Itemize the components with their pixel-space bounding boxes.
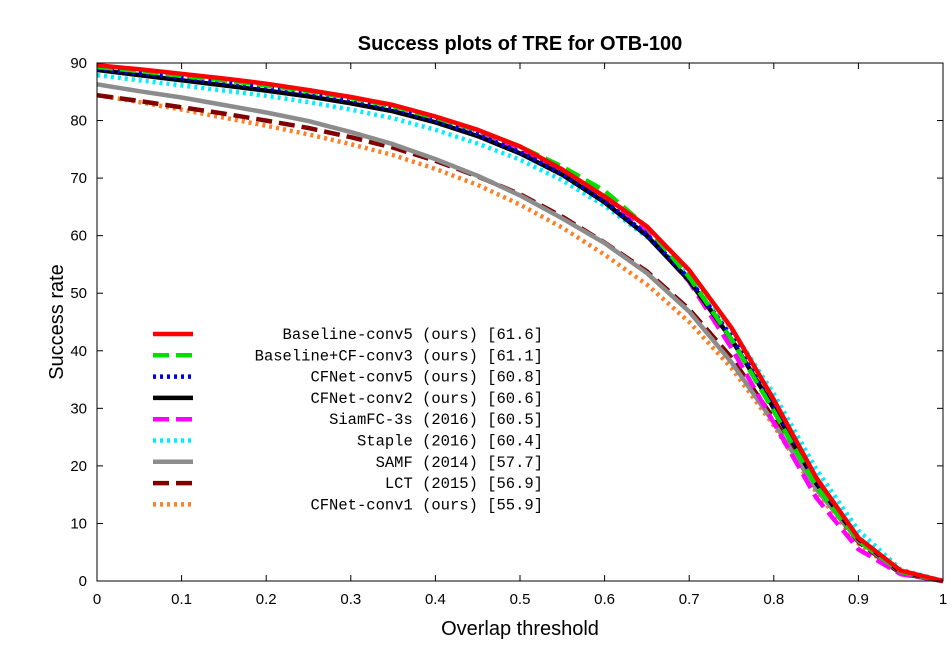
chart-title: Success plots of TRE for OTB-100 <box>358 33 683 55</box>
y-tick-label: 90 <box>70 55 87 72</box>
y-tick-label: 70 <box>70 170 87 187</box>
y-tick-label: 30 <box>70 400 87 417</box>
y-tick-label: 40 <box>70 343 87 360</box>
y-tick-label: 80 <box>70 113 87 130</box>
x-tick-label: 0.5 <box>510 591 531 608</box>
x-tick-label: 0.7 <box>679 591 700 608</box>
legend-label: Staple (2016) [60.4] <box>357 433 543 451</box>
x-tick-label: 0.3 <box>340 591 361 608</box>
legend-label: SAMF (2014) [57.7] <box>376 454 543 472</box>
plot-lines <box>96 63 944 584</box>
y-tick-label: 10 <box>70 515 87 532</box>
x-tick-label: 0.9 <box>848 591 869 608</box>
series-line-5 <box>96 72 944 584</box>
x-tick-label: 0.4 <box>425 591 446 608</box>
x-tick-label: 0 <box>93 591 101 608</box>
y-axis-label: Success rate <box>46 264 68 380</box>
legend-label: CFNet-conv1 (ours) [55.9] <box>310 496 543 514</box>
y-tick-label: 50 <box>70 285 87 302</box>
axis-ticks: 0 0.1 0.2 0.3 0.4 0.5 0.6 0.7 0.8 0.9 101020304050… <box>70 55 947 608</box>
legend-label: SiamFC-3s (2016) [60.5] <box>329 411 543 429</box>
x-tick-label: 0.1 <box>171 591 192 608</box>
y-tick-label: 20 <box>70 458 87 475</box>
legend-label: CFNet-conv2 (ours) [60.6] <box>310 390 543 408</box>
x-tick-label: 1 <box>939 591 947 608</box>
legend-label: LCT (2015) [56.9] <box>385 475 543 493</box>
legend-label: CFNet-conv5 (ours) [60.8] <box>310 369 543 387</box>
x-tick-label: 0.8 <box>763 591 784 608</box>
x-tick-label: 0.2 <box>256 591 277 608</box>
y-tick-label: 60 <box>70 228 87 245</box>
legend-label: Baseline-conv5 (ours) [61.6] <box>283 326 543 344</box>
legend-label: Baseline+CF-conv3 (ours) [61.1] <box>255 347 543 365</box>
series-line-0 <box>96 63 944 584</box>
x-axis-label: Overlap threshold <box>441 618 599 640</box>
series-line-6 <box>96 82 944 584</box>
x-tick-label: 0.6 <box>594 591 615 608</box>
legend: Baseline-conv5 (ours) [61.6] Baseline+CF-… <box>153 326 543 514</box>
y-tick-label: 0 <box>79 573 87 590</box>
